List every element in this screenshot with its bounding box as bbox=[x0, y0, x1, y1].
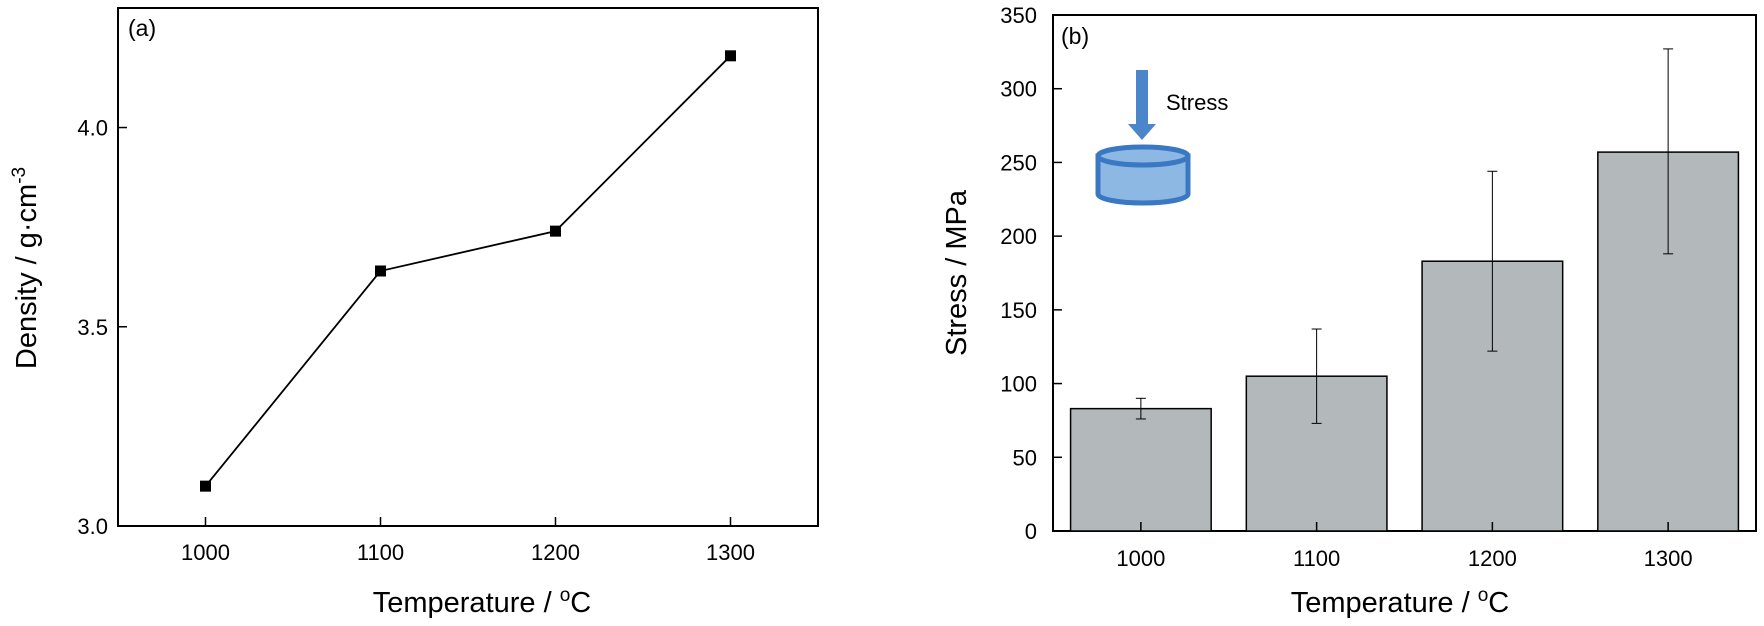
stress-x-tick-label: 1100 bbox=[1293, 546, 1340, 571]
density-x-tick-label: 1100 bbox=[357, 540, 404, 565]
density-series bbox=[200, 50, 736, 492]
density-point bbox=[375, 265, 386, 277]
density-y-axis: 3.0 3.5 4.0 bbox=[77, 116, 127, 539]
stress-bars bbox=[1069, 48, 1740, 532]
density-y-tick-label: 3.0 bbox=[77, 514, 108, 539]
stress-x-tick-label: 1200 bbox=[1468, 546, 1517, 571]
density-point bbox=[550, 225, 561, 237]
stress-x-axis-label: Temperature / oC bbox=[1291, 585, 1510, 619]
panel-label-b: (b) bbox=[1061, 23, 1089, 49]
density-x-tick-label: 1000 bbox=[181, 540, 230, 565]
density-y-tick-label: 4.0 bbox=[77, 116, 108, 141]
density-x-tick-label: 1200 bbox=[531, 540, 580, 565]
stress-x-tick-label: 1300 bbox=[1644, 546, 1693, 571]
arrow-down-icon bbox=[1128, 70, 1156, 140]
stress-y-tick-label: 50 bbox=[1013, 445, 1037, 470]
density-x-tick-label: 1300 bbox=[706, 540, 755, 565]
stress-y-axis: 0 50 100 150 200 250 300 350 bbox=[1000, 3, 1062, 544]
stress-x-tick-label: 1000 bbox=[1116, 546, 1165, 571]
stress-y-tick-label: 100 bbox=[1000, 372, 1037, 397]
stress-y-tick-label: 0 bbox=[1025, 519, 1037, 544]
stress-plot-frame bbox=[1052, 14, 1757, 532]
density-point bbox=[725, 50, 736, 62]
density-point bbox=[200, 480, 211, 492]
density-x-axis: 1000 1100 1200 1300 bbox=[181, 517, 755, 565]
density-line bbox=[204, 55, 732, 487]
stress-y-tick-label: 150 bbox=[1000, 298, 1037, 323]
stress-bar bbox=[1069, 407, 1212, 532]
stress-y-tick-label: 300 bbox=[1000, 77, 1037, 102]
density-plot-frame bbox=[117, 7, 819, 527]
density-y-tick-label: 3.5 bbox=[77, 315, 108, 340]
stress-bar bbox=[1597, 151, 1740, 532]
cylinder-disk-icon bbox=[1095, 144, 1191, 206]
stress-y-tick-label: 250 bbox=[1000, 150, 1037, 175]
density-chart: (a) 3.0 3.5 4.0 1000 1100 1200 1300 Temperatu… bbox=[9, 7, 819, 619]
compression-inset: Stress bbox=[1095, 70, 1228, 206]
stress-arrow-label: Stress bbox=[1166, 90, 1228, 115]
density-y-axis-label: Density / g·cm-3 bbox=[9, 167, 43, 369]
stress-x-axis: 1000 1100 1200 1300 bbox=[1116, 522, 1693, 571]
stress-y-tick-label: 350 bbox=[1000, 3, 1037, 28]
panel-label-a: (a) bbox=[128, 15, 156, 41]
stress-chart: (b) 0 50 100 150 200 250 300 350 1000 1100 1200 13… bbox=[941, 3, 1757, 619]
density-x-axis-label: Temperature / oC bbox=[373, 585, 592, 619]
stress-y-tick-label: 200 bbox=[1000, 224, 1037, 249]
stress-y-axis-label: Stress / MPa bbox=[941, 189, 973, 356]
